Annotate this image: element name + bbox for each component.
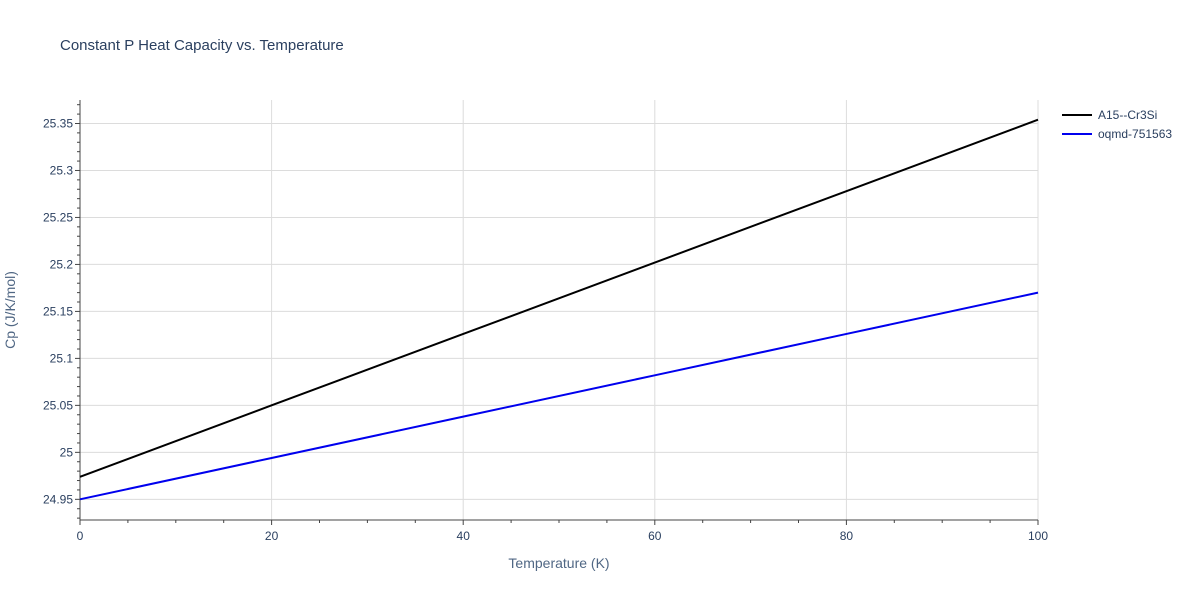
y-tick-label: 25.15 [43, 304, 73, 318]
grid-layer [80, 100, 1039, 520]
x-axis-label: Temperature (K) [508, 555, 609, 571]
y-tick-label: 25.3 [50, 163, 74, 177]
legend-item[interactable]: A15--Cr3Si [1062, 108, 1157, 122]
y-tick-label: 25.35 [43, 116, 73, 130]
series-line [79, 291, 1039, 501]
series-line [79, 118, 1039, 478]
y-tick-label: 25.05 [43, 398, 73, 412]
x-tick-label: 100 [1028, 529, 1048, 543]
y-axis-label: Cp (J/K/mol) [2, 271, 18, 349]
y-tick-label: 24.95 [43, 492, 73, 506]
legend-label: A15--Cr3Si [1098, 108, 1157, 122]
series-layer [79, 118, 1039, 501]
x-tick-label: 0 [77, 529, 84, 543]
y-tick-label: 25.2 [50, 257, 74, 271]
legend-item[interactable]: oqmd-751563 [1062, 127, 1172, 141]
x-tick-label: 20 [265, 529, 279, 543]
x-tick-label: 40 [457, 529, 471, 543]
y-tick-label: 25 [60, 445, 74, 459]
y-tick-label: 25.1 [50, 351, 74, 365]
x-tick-label: 80 [840, 529, 854, 543]
legend[interactable]: A15--Cr3Si oqmd-751563 [1062, 108, 1172, 141]
y-tick-label: 25.25 [43, 210, 73, 224]
legend-label: oqmd-751563 [1098, 127, 1172, 141]
axes-layer: 0 20 40 60 80 100 24.95 25 25.05 25.1 25.15 25.2 25.… [43, 100, 1048, 543]
x-tick-label: 60 [648, 529, 662, 543]
chart-title: Constant P Heat Capacity vs. Temperature [60, 37, 344, 54]
